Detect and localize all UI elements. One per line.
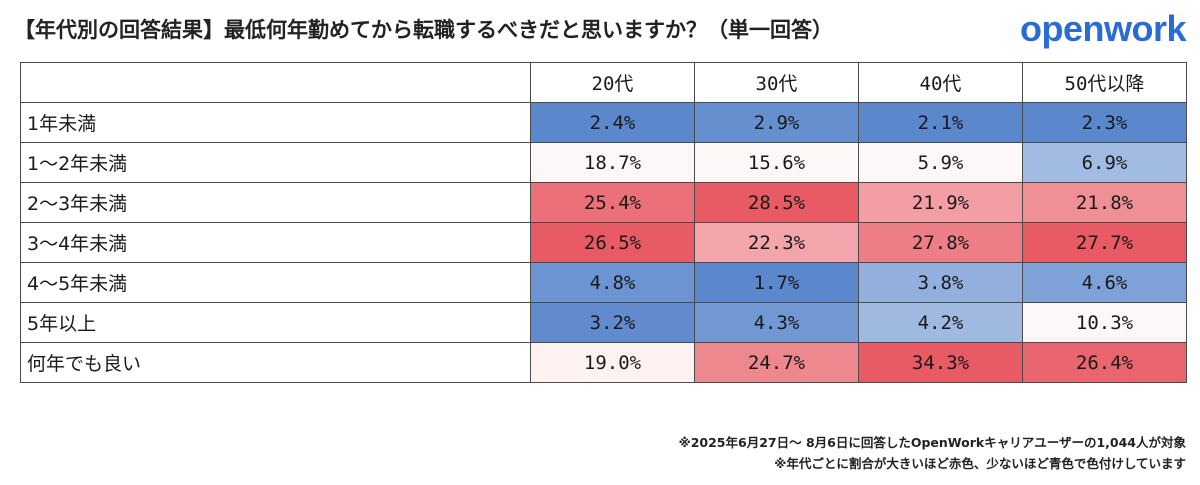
row-label: 1年未満 <box>20 102 531 143</box>
heatmap-cell: 27.7% <box>1022 222 1187 263</box>
heatmap-cell: 2.3% <box>1022 102 1187 143</box>
row-label: 4～5年未満 <box>20 262 531 303</box>
heatmap-cell: 19.0% <box>530 342 695 383</box>
column-header: 50代以降 <box>1022 62 1187 103</box>
heatmap-cell: 10.3% <box>1022 302 1187 343</box>
heatmap-cell: 25.4% <box>530 182 695 223</box>
footnotes: ※2025年6月27日～ 8月6日に回答したOpenWorkキャリアユーザーの1… <box>679 432 1186 474</box>
heatmap-cell: 4.2% <box>858 302 1023 343</box>
heatmap-cell: 22.3% <box>694 222 859 263</box>
heatmap-cell: 26.4% <box>1022 342 1187 383</box>
heatmap-cell: 5.9% <box>858 142 1023 183</box>
corner-cell <box>20 62 531 103</box>
openwork-logo: openwork <box>1019 8 1187 49</box>
heatmap-cell: 4.8% <box>530 262 695 303</box>
heatmap-cell: 6.9% <box>1022 142 1187 183</box>
table-row: 3～4年未満 26.5% 22.3% 27.8% 27.7% <box>20 222 1187 263</box>
row-label: 5年以上 <box>20 302 531 343</box>
footnote: ※年代ごとに割合が大きいほど赤色、少ないほど青色で色付けしています <box>774 456 1186 471</box>
heatmap-cell: 27.8% <box>858 222 1023 263</box>
row-label: 2～3年未満 <box>20 182 531 223</box>
heatmap-cell: 34.3% <box>858 342 1023 383</box>
heatmap-cell: 15.6% <box>694 142 859 183</box>
table-row: 4～5年未満 4.8% 1.7% 3.8% 4.6% <box>20 262 1187 303</box>
footnote: ※2025年6月27日～ 8月6日に回答したOpenWorkキャリアユーザーの1… <box>678 435 1186 450</box>
heatmap-cell: 3.2% <box>530 302 695 343</box>
header-row: 20代 30代 40代 50代以降 <box>20 62 1187 103</box>
table-row: 1～2年未満 18.7% 15.6% 5.9% 6.9% <box>20 142 1187 183</box>
heatmap-cell: 4.6% <box>1022 262 1187 303</box>
row-label: 何年でも良い <box>20 342 531 383</box>
column-header: 20代 <box>530 62 695 103</box>
heatmap-cell: 2.4% <box>530 102 695 143</box>
row-label: 1～2年未満 <box>20 142 531 183</box>
table-row: 2～3年未満 25.4% 28.5% 21.9% 21.8% <box>20 182 1187 223</box>
chart-title: 【年代別の回答結果】最低何年勤めてから転職するべきだと思いますか？（単一回答） <box>14 18 833 42</box>
column-header: 30代 <box>694 62 859 103</box>
heatmap-cell: 26.5% <box>530 222 695 263</box>
heatmap-cell: 2.9% <box>694 102 859 143</box>
table-row: 1年未満 2.4% 2.9% 2.1% 2.3% <box>20 102 1187 143</box>
heatmap-table: 20代 30代 40代 50代以降 1年未満 2.4% 2.9% 2.1% 2.3% 1～… <box>20 62 1187 383</box>
heatmap-cell: 28.5% <box>694 182 859 223</box>
heatmap-cell: 1.7% <box>694 262 859 303</box>
table-row: 何年でも良い 19.0% 24.7% 34.3% 26.4% <box>20 342 1187 383</box>
heatmap-cell: 24.7% <box>694 342 859 383</box>
heatmap-cell: 21.8% <box>1022 182 1187 223</box>
column-header: 40代 <box>858 62 1023 103</box>
heatmap-cell: 21.9% <box>858 182 1023 223</box>
table-row: 5年以上 3.2% 4.3% 4.2% 10.3% <box>20 302 1187 343</box>
row-label: 3～4年未満 <box>20 222 531 263</box>
heatmap-cell: 2.1% <box>858 102 1023 143</box>
heatmap-cell: 4.3% <box>694 302 859 343</box>
heatmap-cell: 18.7% <box>530 142 695 183</box>
heatmap-cell: 3.8% <box>858 262 1023 303</box>
